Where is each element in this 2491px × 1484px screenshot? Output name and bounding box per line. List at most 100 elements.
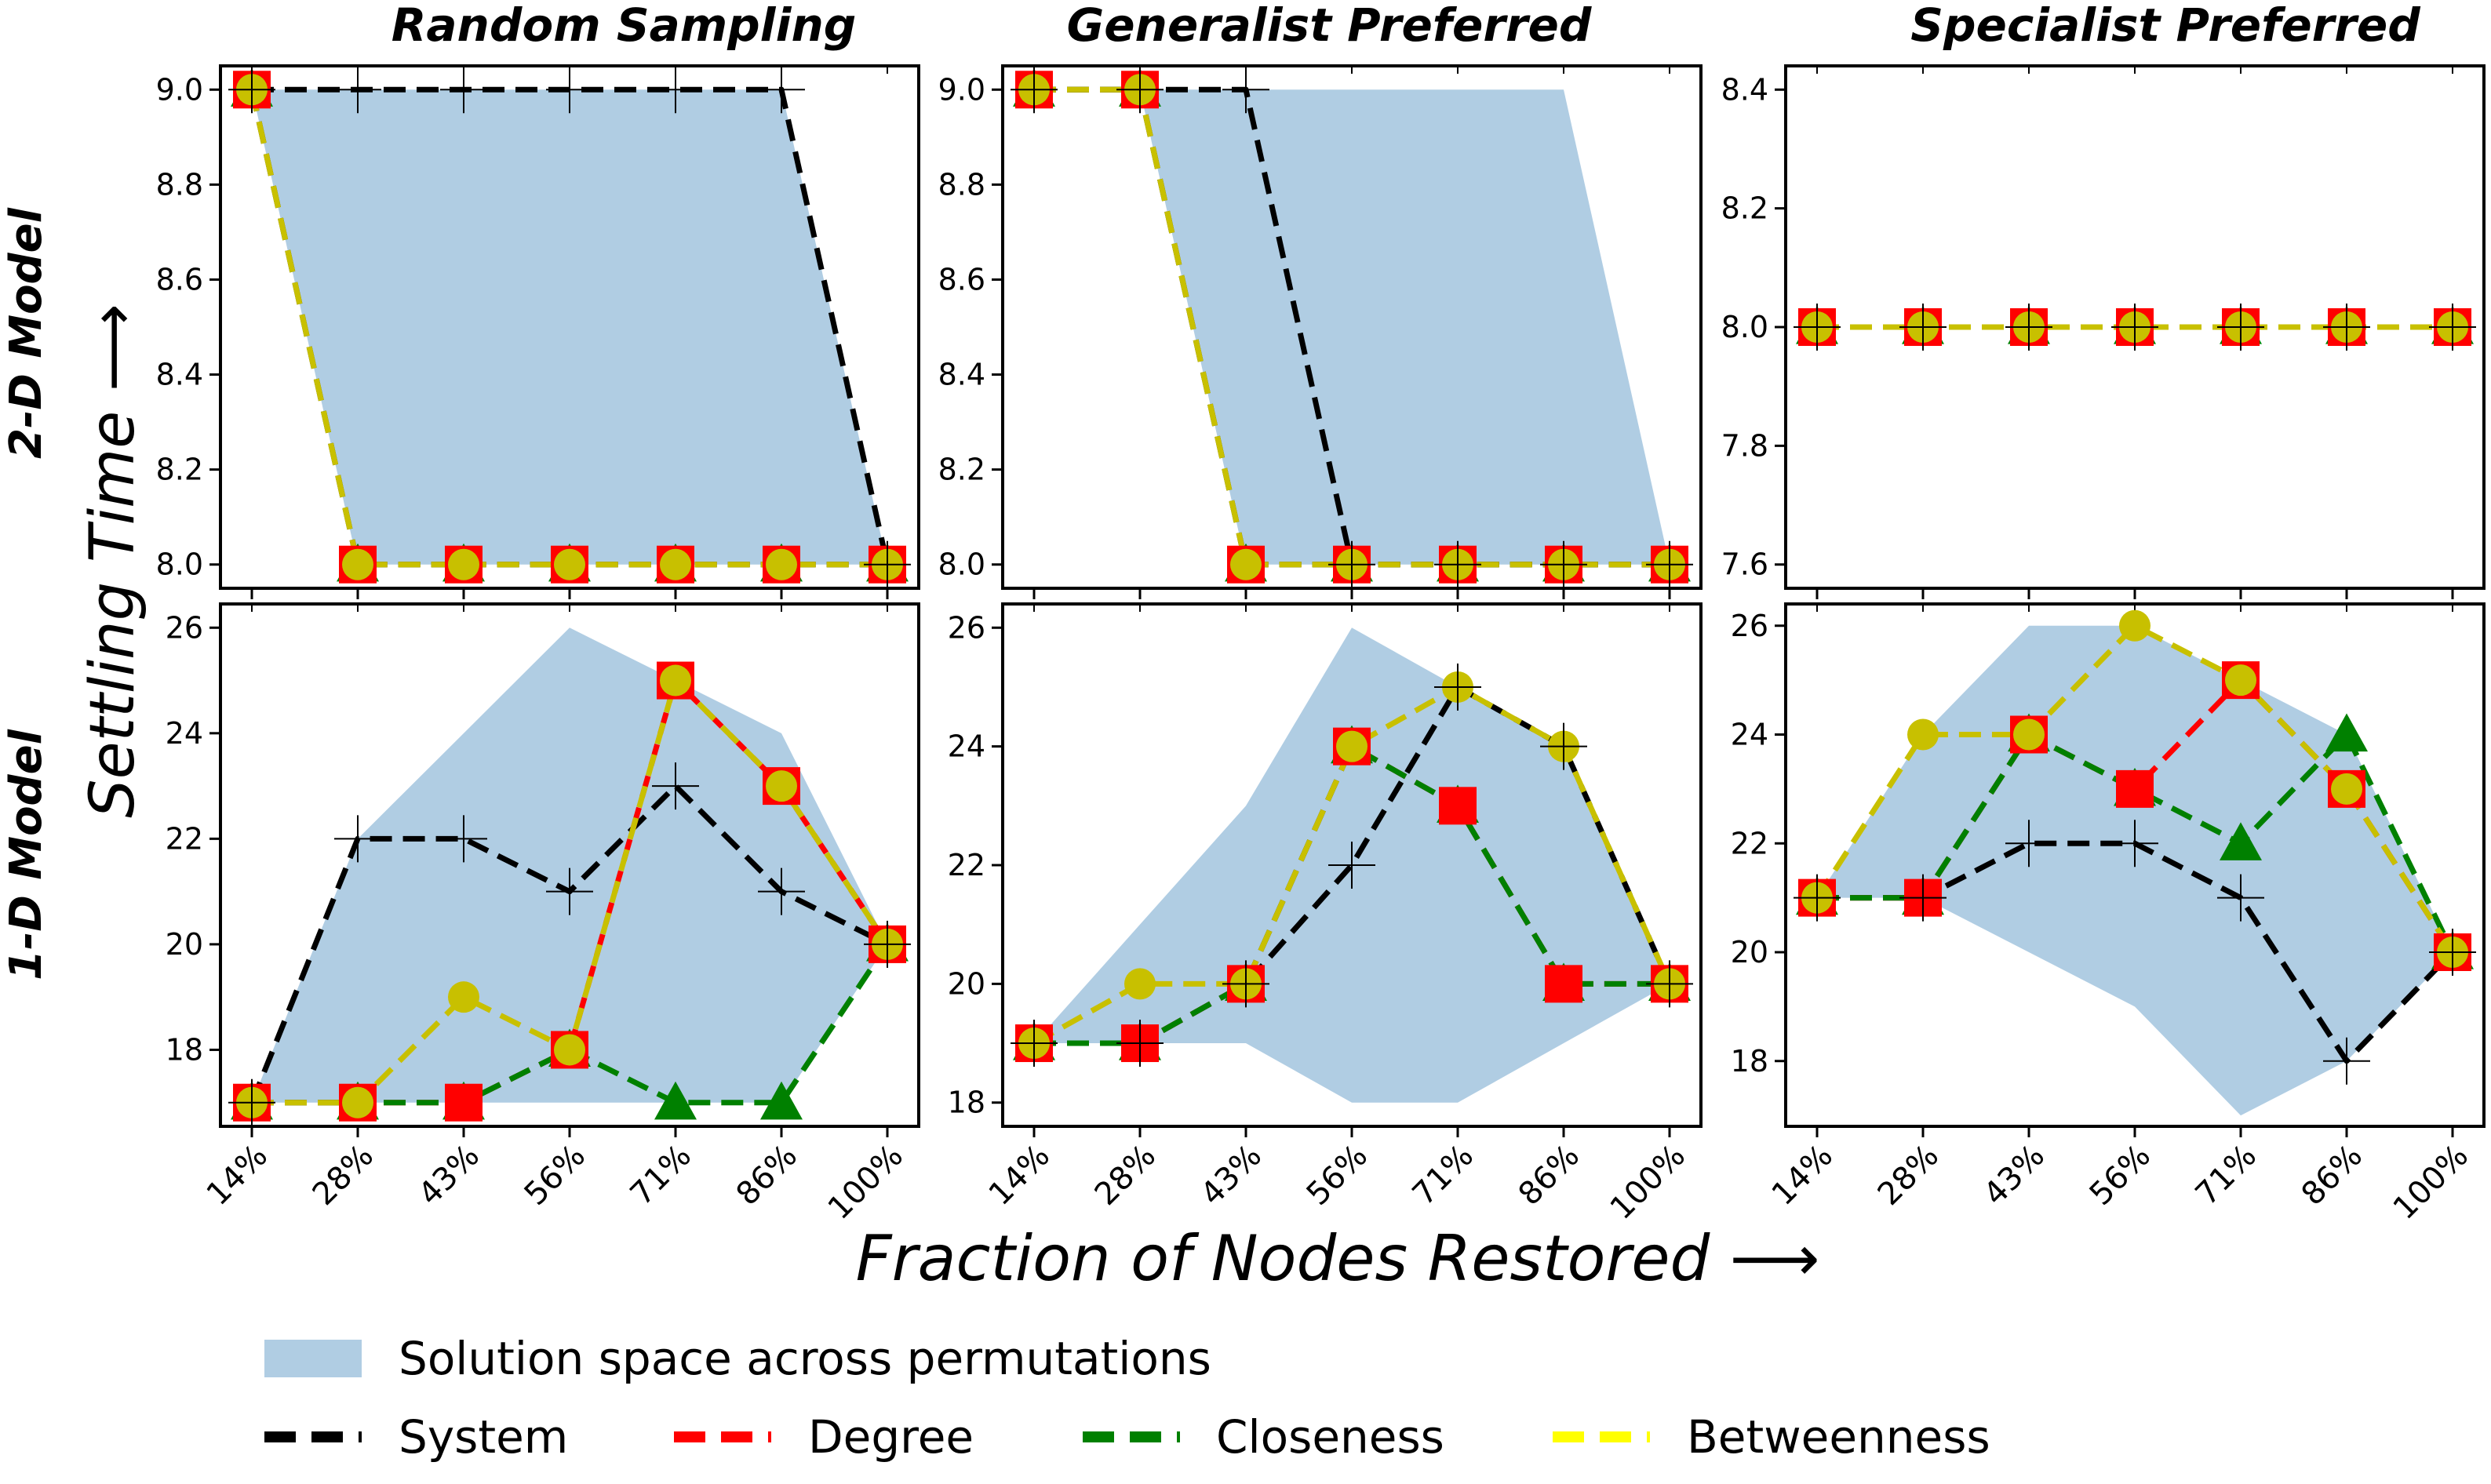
panel-1-0-xtick-label-1: 28% xyxy=(306,1138,381,1213)
panel-1-2-point-system-0 xyxy=(1794,874,1841,922)
panel-1-2-ytick-label-2: 22 xyxy=(1731,826,1768,860)
panel-0-0-ytick-label-5: 9.0 xyxy=(156,72,203,107)
panel-1-2-point-betweenness-4 xyxy=(2225,664,2256,697)
legend-band-label: Solution space across permutations xyxy=(399,1332,1211,1385)
panel-1-1-point-betweenness-3 xyxy=(1336,730,1368,762)
panel-1-1-point-system-2 xyxy=(1222,960,1269,1008)
row-label-1d-model: 1-D Model xyxy=(1,729,52,980)
panel-0-0-frame xyxy=(219,64,920,590)
panel-1-0-ytick-label-4: 26 xyxy=(166,610,203,645)
panel-1-2-point-system-3 xyxy=(2111,820,2158,867)
panel-1-0-point-closeness-4 xyxy=(654,1081,697,1120)
legend-band-swatch xyxy=(264,1340,362,1377)
panel-0-2-point-system-6 xyxy=(2429,304,2476,351)
panel-1-2-point-degree-3 xyxy=(2116,769,2154,808)
legend-degree-label: Degree xyxy=(808,1410,974,1464)
panel-1-0-point-betweenness-5 xyxy=(766,770,797,802)
panel-1-2-xtick-label-5: 86% xyxy=(2295,1138,2369,1213)
panel-1-1-point-system-1 xyxy=(1116,1020,1164,1068)
panel-1-2-frame xyxy=(1784,602,2486,1128)
x-axis-label: Fraction of Nodes Restored ⟶ xyxy=(856,1222,1820,1295)
panel-1-1-ytick-label-0: 18 xyxy=(948,1086,985,1120)
panel-1-2-xtick-label-2: 43% xyxy=(1977,1138,2052,1213)
panel-1-0-xtick-label-6: 100% xyxy=(821,1138,910,1227)
panel-0-0-ytick-label-2: 8.4 xyxy=(156,358,203,392)
panel-1-2-xtick-label-0: 14% xyxy=(1765,1138,1840,1213)
panel-1-0-ytick-label-0: 18 xyxy=(166,1032,203,1067)
panel-0-1-point-system-2 xyxy=(1222,66,1269,114)
panel-0-0-point-betweenness-1 xyxy=(342,548,373,580)
panel-1-0-ytick-label-1: 20 xyxy=(166,927,203,962)
panel-0-1-ytick-label-2: 8.4 xyxy=(938,358,985,392)
panel-0-0-point-system-3 xyxy=(546,66,593,114)
panel-0-0-ytick-label-4: 8.8 xyxy=(156,167,203,202)
panel-0-0-point-betweenness-4 xyxy=(660,548,691,580)
row-label-2d-model: 2-D Model xyxy=(1,207,52,458)
panel-0-1-ytick-label-3: 8.6 xyxy=(938,262,985,296)
panel-1-1-ytick-label-3: 24 xyxy=(948,729,985,764)
panel-0-1-ytick-label-5: 9.0 xyxy=(938,72,985,107)
panel-0-2-point-system-5 xyxy=(2323,304,2370,351)
panel-1-1-ytick-label-4: 26 xyxy=(948,610,985,645)
panel-0-0-point-system-6 xyxy=(864,540,911,588)
column-title-random-sampling: Random Sampling xyxy=(391,0,857,52)
panel-1-0-point-system-4 xyxy=(652,762,699,810)
panel-1-2-ytick-label-4: 26 xyxy=(1731,609,1768,643)
panel-1-1-frame xyxy=(1001,602,1703,1128)
panel-1-2-ytick-label-0: 18 xyxy=(1731,1044,1768,1078)
panel-0-0-point-system-1 xyxy=(334,66,381,114)
panel-1-1: 18 20 22 24 26 14% 28% 43% 56% 71% 86% 100% xyxy=(948,602,1703,1227)
panel-0-0-point-betweenness-5 xyxy=(766,548,797,580)
legend-system-label: System xyxy=(399,1410,568,1464)
panel-0-1-point-system-6 xyxy=(1646,540,1693,588)
panel-0-0-ytick-label-3: 8.6 xyxy=(156,262,203,296)
panel-0-1-ytick-label-1: 8.2 xyxy=(938,453,985,487)
panel-1-1-xtick-label-3: 56% xyxy=(1300,1138,1375,1213)
panel-0-0-point-system-4 xyxy=(652,66,699,114)
panel-0-0-ytick-label-0: 8.0 xyxy=(156,547,203,582)
panel-1-2-point-closeness-5 xyxy=(2325,713,2368,752)
column-title-generalist-preferred: Generalist Preferred xyxy=(1067,0,1592,52)
panel-1-1-xtick-label-2: 43% xyxy=(1194,1138,1269,1213)
panel-1-1-point-system-4 xyxy=(1434,663,1481,711)
panel-0-2-point-system-0 xyxy=(1794,304,1841,351)
panel-1-0-ytick-label-2: 22 xyxy=(166,821,203,856)
panel-0-1-ytick-label-0: 8.0 xyxy=(938,547,985,582)
panel-0-1-point-betweenness-2 xyxy=(1230,548,1262,580)
panel-0-2-ytick-label-3: 8.2 xyxy=(1721,191,1768,226)
panel-0-0-point-betweenness-2 xyxy=(448,548,479,580)
panel-0-1-solution-band xyxy=(1034,89,1670,565)
panel-1-2-point-betweenness-1 xyxy=(1907,718,1939,751)
panel-1-2-ytick-label-1: 20 xyxy=(1731,935,1768,969)
panel-0-1-point-system-4 xyxy=(1434,540,1481,588)
panel-0-2-ytick-label-4: 8.4 xyxy=(1721,72,1768,107)
panel-1-1-point-betweenness-1 xyxy=(1124,968,1156,1000)
panel-1-1-xtick-label-6: 100% xyxy=(1604,1138,1692,1227)
panel-1-1-point-system-0 xyxy=(1011,1020,1058,1068)
panel-0-1-point-system-1 xyxy=(1116,66,1164,114)
panel-1-1-point-system-3 xyxy=(1328,842,1375,889)
panel-0-0-point-betweenness-3 xyxy=(554,548,585,580)
panel-1-2-xtick-label-3: 56% xyxy=(2083,1138,2158,1213)
panel-1-0-point-system-0 xyxy=(228,1078,275,1126)
panel-1-1-xtick-label-1: 28% xyxy=(1088,1138,1163,1213)
panel-0-1-frame xyxy=(1001,64,1703,590)
panel-1-1-point-degree-4 xyxy=(1439,787,1477,825)
panel-0-2-frame xyxy=(1784,64,2486,590)
panel-0-1-point-system-5 xyxy=(1540,540,1587,588)
panel-0-0-point-system-0 xyxy=(228,66,275,114)
column-title-specialist-preferred: Specialist Preferred xyxy=(1910,0,2420,52)
legend-closeness-label: Closeness xyxy=(1216,1410,1444,1464)
panel-1-0-point-degree-2 xyxy=(445,1083,483,1122)
panel-1-0-ytick-label-3: 24 xyxy=(166,716,203,751)
panel-1-0-point-system-5 xyxy=(758,867,805,915)
panel-1-0-point-betweenness-2 xyxy=(448,981,479,1013)
panel-1-0-xtick-label-0: 14% xyxy=(200,1138,275,1213)
panel-1-2-point-betweenness-5 xyxy=(2331,773,2362,805)
panel-0-1-point-system-0 xyxy=(1011,66,1058,114)
legend: Solution space across permutations Syste… xyxy=(264,1332,1990,1464)
panel-1-0-point-betweenness-1 xyxy=(342,1086,373,1118)
legend-betweenness-label: Betweenness xyxy=(1687,1410,1990,1464)
panel-1-0-point-system-1 xyxy=(334,815,381,863)
